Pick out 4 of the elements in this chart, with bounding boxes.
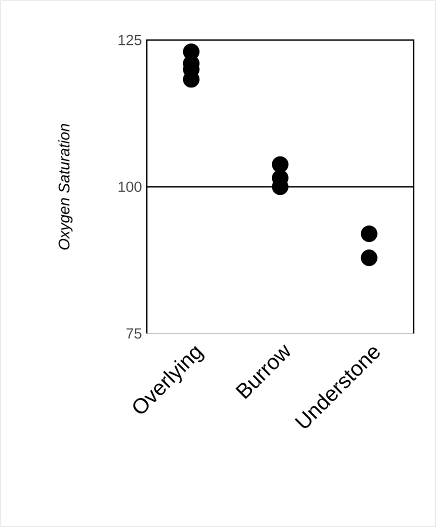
y-tick-label: 75: [126, 328, 142, 339]
y-tick-label: 125: [118, 34, 142, 46]
y-tick-label: 100: [118, 182, 142, 192]
y-axis-title: Oxygen Saturation: [58, 124, 72, 250]
